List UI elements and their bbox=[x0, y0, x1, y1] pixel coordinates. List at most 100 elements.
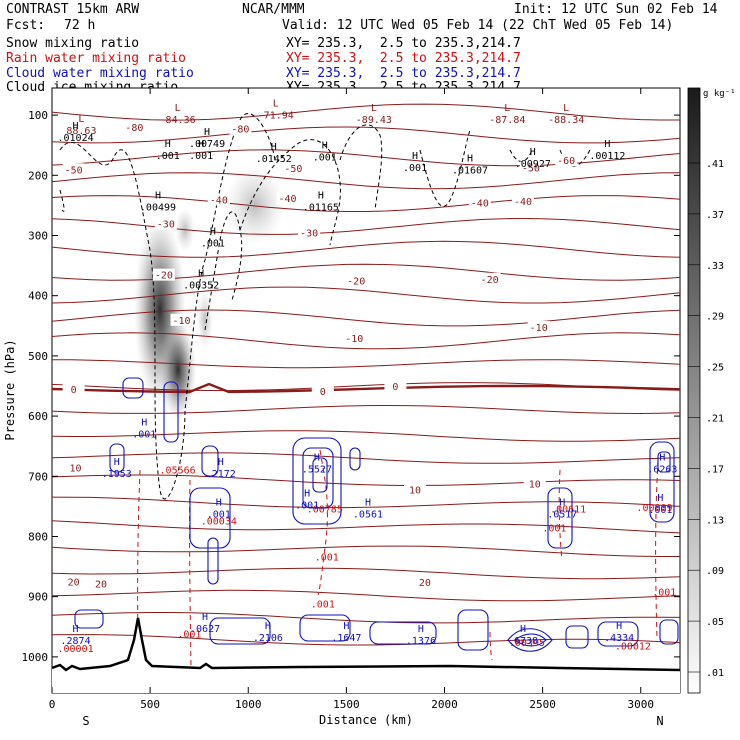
rain-marker-value: .001 bbox=[652, 587, 676, 598]
high-marker-letter: H bbox=[155, 190, 161, 201]
colorbar-tick-label: .05 bbox=[706, 617, 724, 628]
low-marker-letter: L bbox=[175, 103, 181, 114]
low-marker-letter: L bbox=[371, 103, 377, 114]
terrain-profile bbox=[52, 618, 680, 693]
field-rain-xy: XY= 235.3, 2.5 to 235.3,214.7 bbox=[286, 51, 521, 66]
low-marker-letter: L bbox=[563, 103, 569, 114]
isotherm-line bbox=[52, 589, 680, 602]
cloud-marker-letter: H bbox=[616, 621, 622, 632]
cloud-marker-letter: H bbox=[418, 624, 424, 635]
high-marker-letter: H bbox=[467, 154, 473, 165]
isotherm-label: 0 bbox=[71, 385, 77, 396]
low-marker-value: -87.84 bbox=[489, 115, 525, 126]
cloud-marker-letter: H bbox=[216, 497, 222, 508]
isotherm-label: 10 bbox=[409, 486, 421, 497]
high-marker-letter: H bbox=[322, 140, 328, 151]
y-tick-label: 1000 bbox=[22, 651, 49, 664]
isotherm-label: -10 bbox=[172, 316, 190, 327]
isotherm-zero-line bbox=[52, 382, 680, 394]
isotherm-label-bg bbox=[311, 384, 334, 397]
cloud-marker-value: .001 bbox=[648, 505, 672, 516]
high-marker-letter: H bbox=[73, 121, 79, 132]
rain-marker-value: .00395 bbox=[509, 638, 545, 649]
cloud-marker-value: .1376 bbox=[406, 636, 436, 647]
low-marker-value: -71.94 bbox=[258, 110, 294, 121]
colorbar-tick-label: .41 bbox=[706, 159, 724, 170]
cloud-marker-value: .4334 bbox=[604, 633, 634, 644]
center-label: NCAR/MMM bbox=[242, 2, 305, 17]
high-marker-value: .00927 bbox=[515, 159, 551, 170]
cloud-marker-letter: H bbox=[343, 621, 349, 632]
colorbar: g kg⁻¹ .41 .37 .33 .29 .25 .21 .17 .13 .09 .05 .01 bbox=[687, 87, 736, 694]
isotherm-label: -10 bbox=[345, 334, 363, 345]
field-cloudwater-name: Cloud water mixing ratio bbox=[6, 66, 194, 81]
y-tick-label: 300 bbox=[28, 229, 48, 242]
cloud-marker-value: .2874 bbox=[60, 636, 90, 647]
isotherm-label: -80 bbox=[125, 123, 143, 134]
low-marker-value: -84.36 bbox=[160, 115, 196, 126]
x-tick-label: 500 bbox=[140, 698, 160, 711]
cloud-marker-value: .0517 bbox=[547, 509, 577, 520]
isotherm-label-bg bbox=[207, 193, 230, 206]
isotherm-label-bg bbox=[478, 272, 501, 285]
low-marker-value: -88.34 bbox=[548, 115, 584, 126]
high-marker-letter: H bbox=[412, 151, 418, 162]
isotherm-line bbox=[52, 103, 680, 121]
isotherm-label: -20 bbox=[481, 275, 499, 286]
cloud-marker-letter: H bbox=[141, 417, 147, 428]
colorbar-tick-label: .09 bbox=[706, 566, 724, 577]
high-marker-value: .00499 bbox=[140, 202, 176, 213]
high-marker-letter: H bbox=[271, 142, 277, 153]
isotherm-line bbox=[52, 452, 680, 464]
colorbar-tick-label: .17 bbox=[706, 464, 724, 475]
isotherm-label: -40 bbox=[471, 198, 489, 209]
isotherm-label: 20 bbox=[95, 579, 107, 590]
cloud-marker-value: .001 bbox=[295, 500, 319, 511]
colorbar-tick-label: .21 bbox=[706, 414, 724, 425]
cloud-marker-letter: H bbox=[114, 457, 120, 468]
rain-marker-value: .001 bbox=[542, 524, 566, 535]
isotherm-label-bg bbox=[345, 274, 368, 287]
cloud-marker-letter: H bbox=[202, 612, 208, 623]
isotherm-label-bg bbox=[64, 461, 87, 474]
y-axis-label: Pressure (hPa) bbox=[3, 339, 17, 440]
colorbar-tick-label: .01 bbox=[706, 668, 724, 679]
cloud-marker-value: .6738 bbox=[508, 636, 538, 647]
cloud-marker-value: .1953 bbox=[102, 469, 132, 480]
rain-marker-value: .00034 bbox=[201, 516, 237, 527]
field-cloudwater-xy: XY= 235.3, 2.5 to 235.3,214.7 bbox=[286, 66, 521, 81]
isotherm-label-bg bbox=[90, 577, 113, 590]
isotherm-label-bg bbox=[154, 217, 177, 230]
isotherm-label: -30 bbox=[157, 219, 175, 230]
y-tick-label: 800 bbox=[28, 530, 48, 543]
low-marker-letter: L bbox=[78, 114, 84, 125]
x-tick-label: 0 bbox=[49, 698, 56, 711]
y-tick-label: 500 bbox=[28, 350, 48, 363]
isotherm-label-bg bbox=[555, 154, 578, 167]
colorbar-unit: g kg⁻¹ bbox=[703, 89, 736, 99]
low-marker-letter: L bbox=[273, 98, 279, 109]
isotherm-line bbox=[52, 612, 680, 624]
x-axis: 0 500 1000 1500 2000 2500 3000 bbox=[49, 88, 654, 711]
high-marker-letter: H bbox=[204, 127, 210, 138]
isotherm-label: -60 bbox=[557, 156, 575, 167]
temperature-isotherms bbox=[52, 103, 680, 646]
high-marker-letter: H bbox=[318, 190, 324, 201]
high-marker-value: .01165 bbox=[303, 202, 339, 213]
cloud-marker-value: .2106 bbox=[253, 633, 283, 644]
high-marker-value: .001 bbox=[189, 151, 213, 162]
isotherm-label: 0 bbox=[392, 382, 398, 393]
y-tick-label: 200 bbox=[28, 169, 48, 182]
isotherm-label: 10 bbox=[529, 480, 541, 491]
cloud-marker-letter: H bbox=[657, 493, 663, 504]
y-tick-label: 100 bbox=[28, 109, 48, 122]
isotherm-line bbox=[52, 359, 680, 369]
rain-marker-value: .05566 bbox=[160, 465, 196, 476]
cloud-marker-value: .0627 bbox=[190, 624, 220, 635]
cloud-marker-letter: H bbox=[520, 624, 526, 635]
high-marker-letter: H bbox=[198, 139, 204, 150]
high-marker-value: .001 bbox=[403, 163, 427, 174]
cloud-marker-letter: H bbox=[265, 621, 271, 632]
